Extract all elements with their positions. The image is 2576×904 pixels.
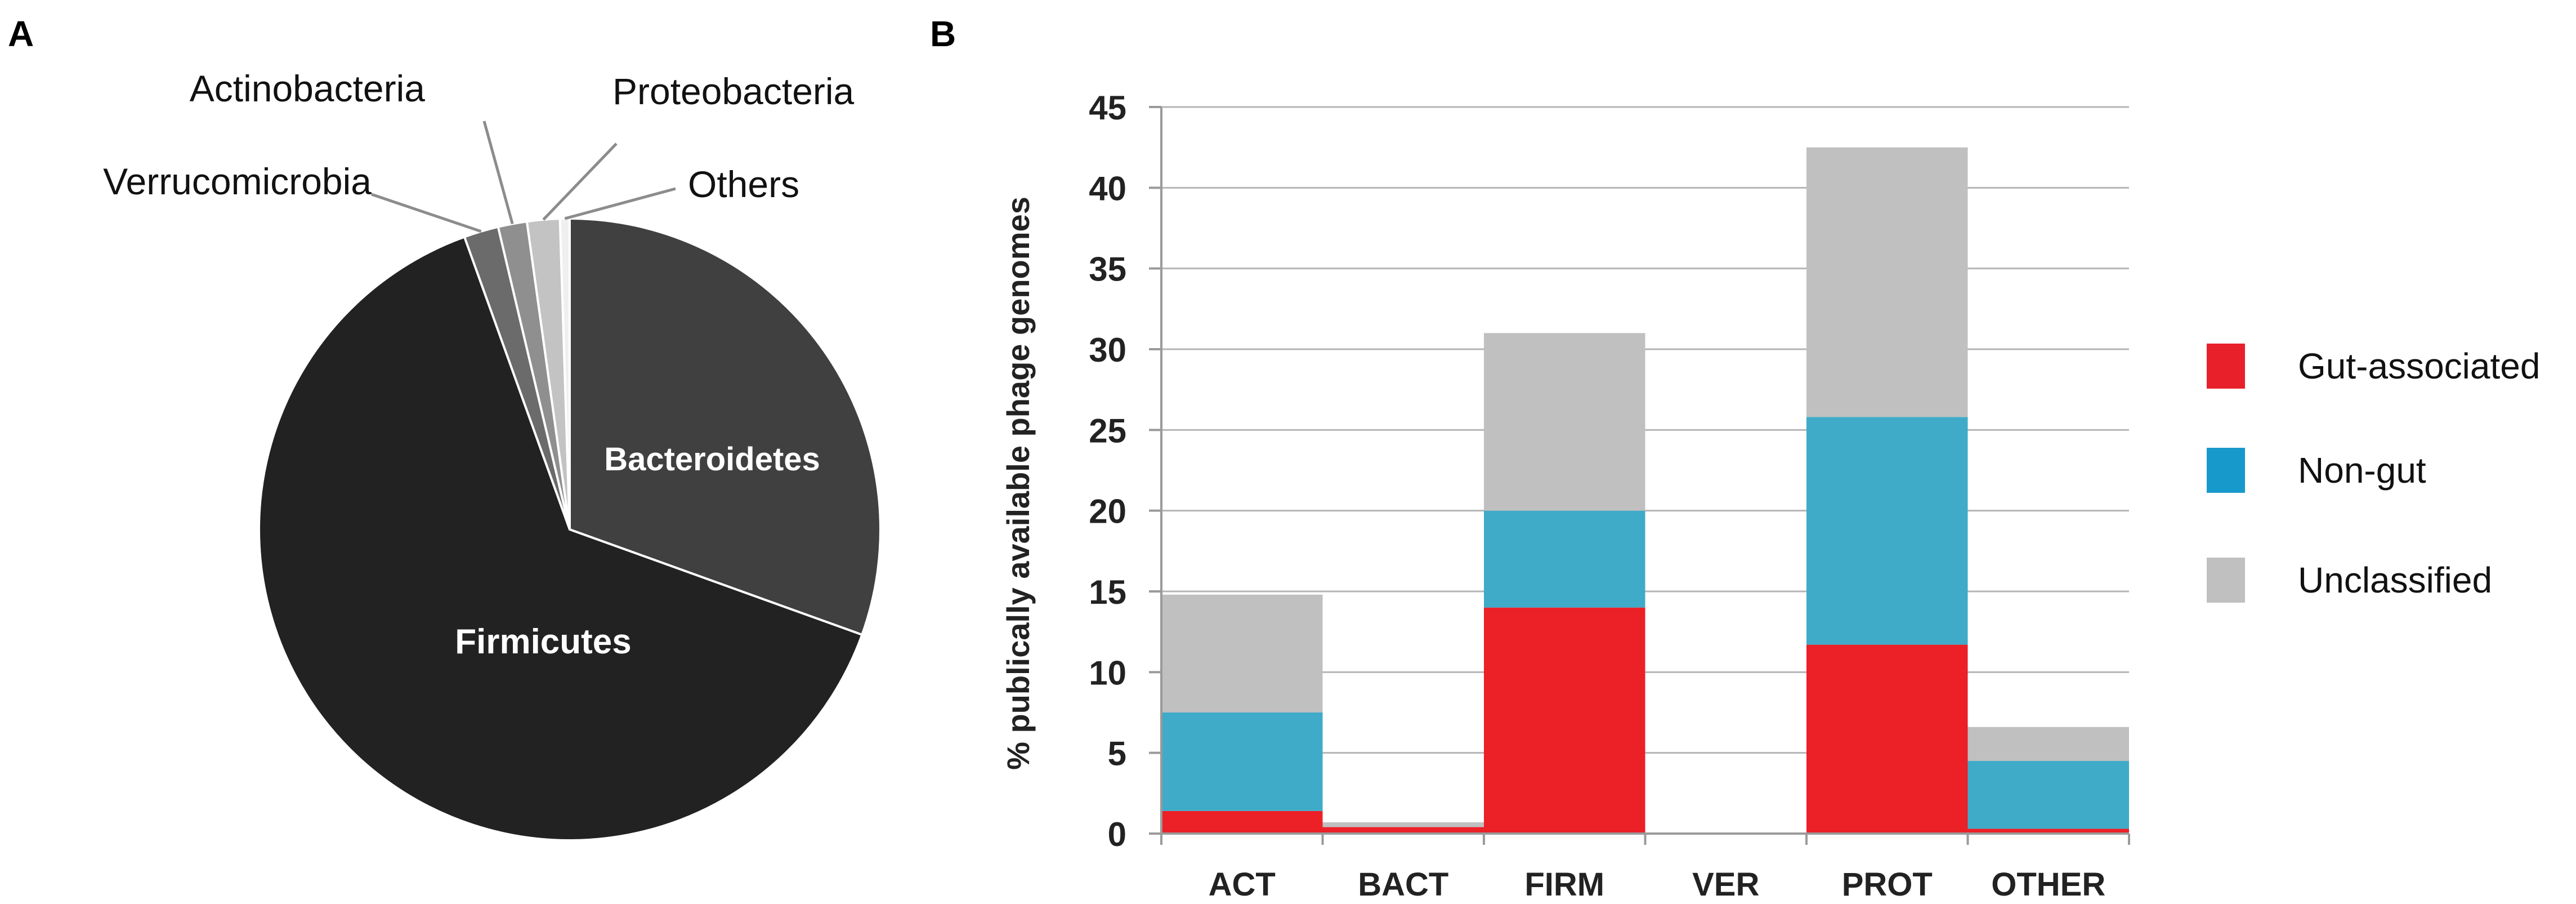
bar-act-unclassified	[1161, 594, 1323, 712]
y-tick-label-25: 25	[1089, 412, 1126, 449]
legend-label-non-gut: Non-gut	[2298, 450, 2426, 491]
x-tick-label-other: OTHER	[1991, 866, 2105, 903]
bar-other-non-gut	[1967, 761, 2129, 829]
pie-label-verrucomicrobia: Verrucomicrobia	[103, 161, 372, 202]
axes	[1149, 106, 2130, 845]
pie-leader-verrucomicrobia	[371, 193, 482, 233]
bar-prot-non-gut	[1806, 417, 1968, 645]
bar-bact-gut-associated	[1322, 827, 1484, 834]
bar-firm-unclassified	[1484, 333, 1645, 511]
y-tick-label-20: 20	[1089, 493, 1126, 531]
y-tick-label-5: 5	[1108, 735, 1126, 773]
pie-label-bacteroidetes: Bacteroidetes	[604, 441, 820, 478]
bar-prot-unclassified	[1806, 147, 1968, 417]
x-tick-label-act: ACT	[1209, 866, 1276, 903]
bar-other-unclassified	[1967, 727, 2129, 761]
x-tick-labels: ACT BACT FIRM VER PROT OTHER	[1209, 866, 2106, 903]
bar-other-gut-associated	[1967, 829, 2129, 834]
legend: Gut-associated Non-gut Unclassified	[2207, 344, 2540, 603]
y-tick-labels: 0 5 10 15 20 25 30 35 40 45	[1089, 89, 1126, 853]
y-tick-label-45: 45	[1089, 89, 1126, 127]
pie-label-proteobacteria: Proteobacteria	[612, 70, 855, 112]
bar-marks	[1161, 147, 2129, 834]
pie-leader-actinobacteria	[482, 121, 514, 225]
pie-slice-bacteroidetes	[569, 217, 882, 636]
panel-a-label: A	[8, 14, 34, 54]
bar-prot-gut-associated	[1806, 644, 1968, 834]
x-tick-label-firm: FIRM	[1524, 866, 1604, 903]
bar-act-gut-associated	[1161, 811, 1323, 834]
legend-swatch-gut-associated	[2207, 344, 2245, 389]
x-tick-label-bact: BACT	[1358, 866, 1448, 903]
y-tick-label-15: 15	[1089, 573, 1126, 611]
y-tick-label-0: 0	[1108, 816, 1126, 853]
pie-chart: Bacteroidetes Firmicutes Verrucomicrobia Ac…	[103, 68, 882, 841]
pie-label-firmicutes: Firmicutes	[455, 622, 632, 661]
bar-chart: 0 5 10 15 20 25 30 35 40 45 ACT BACT FIRM VER PROT OTH…	[1000, 89, 2540, 903]
pie-leader-proteobacteria	[542, 142, 618, 221]
bar-firm-non-gut	[1484, 510, 1645, 608]
y-tick-label-40: 40	[1089, 170, 1126, 207]
bar-act-non-gut	[1161, 712, 1323, 811]
x-tick-label-ver: VER	[1692, 866, 1759, 903]
legend-label-unclassified: Unclassified	[2298, 560, 2492, 600]
pie-slice-firmicutes	[258, 235, 864, 841]
pie-label-others: Others	[688, 163, 799, 205]
bar-bact-unclassified	[1322, 822, 1484, 827]
y-axis-label: % publically available phage genomes	[1000, 197, 1036, 770]
legend-swatch-non-gut	[2207, 448, 2245, 493]
pie-leader-others	[564, 187, 676, 220]
y-tick-label-35: 35	[1089, 251, 1126, 288]
y-tick-label-10: 10	[1089, 654, 1126, 692]
panel-b-label: B	[930, 14, 956, 54]
x-tick-label-prot: PROT	[1842, 866, 1933, 903]
y-tick-label-30: 30	[1089, 331, 1126, 369]
pie-label-actinobacteria: Actinobacteria	[190, 68, 426, 109]
bar-firm-gut-associated	[1484, 607, 1645, 834]
legend-swatch-unclassified	[2207, 558, 2245, 603]
legend-label-gut-associated: Gut-associated	[2298, 346, 2540, 386]
